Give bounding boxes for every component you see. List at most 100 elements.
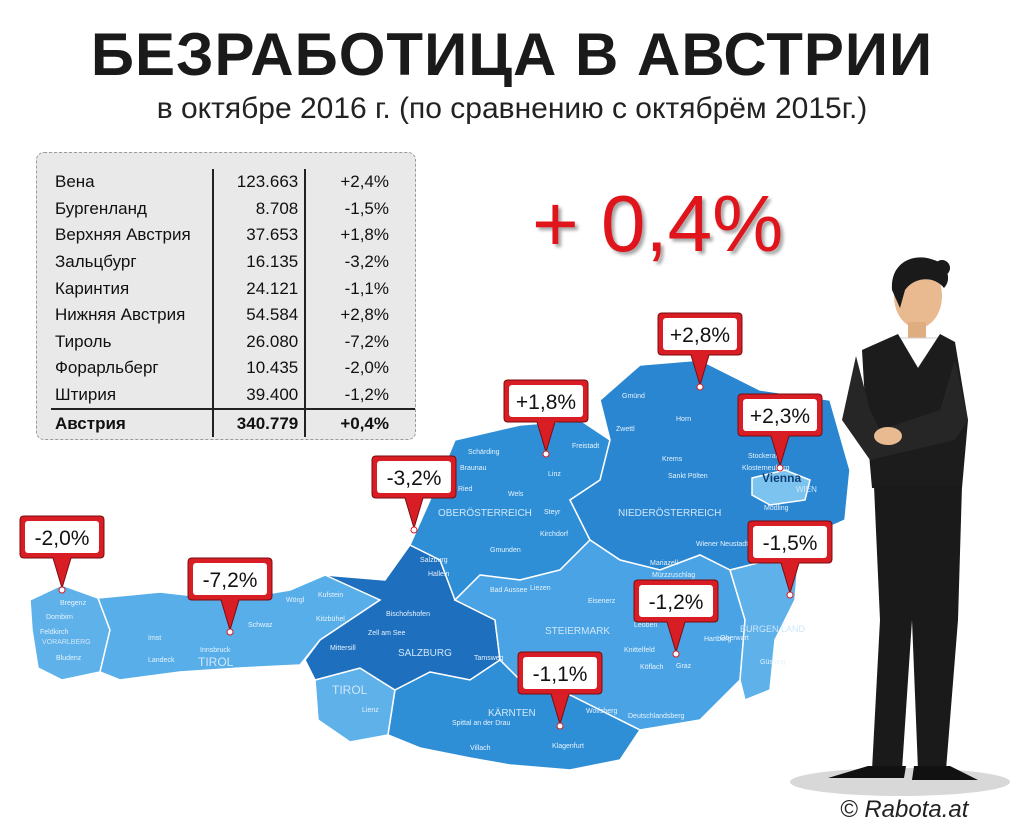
city-label: Spittal an der Drau	[452, 720, 510, 727]
city-label: Schwaz	[248, 622, 273, 629]
city-label: Bludenz	[56, 655, 82, 662]
city-label: Horn	[676, 416, 691, 423]
city-label: Freistadt	[572, 443, 599, 450]
city-label: Sankt Pölten	[668, 473, 708, 480]
figure-trousers	[872, 486, 962, 770]
city-label: Bregenz	[60, 600, 87, 607]
region-change-marker: -3,2%	[371, 455, 457, 534]
region-change-marker: -1,1%	[517, 651, 603, 730]
city-label: Mariazell	[650, 560, 678, 567]
table-cell-region: Нижняя Австрия	[55, 305, 186, 325]
page-subtitle: в октябре 2016 г. (по сравнению с октябр…	[156, 92, 868, 125]
city-label: Villach	[470, 745, 491, 752]
city-label: Deutschlandsberg	[628, 713, 685, 720]
marker-label: -1,1%	[533, 663, 588, 686]
table-cell-value: 39.400	[212, 381, 306, 410]
table-row: Вена 123.663 +2,4%	[51, 169, 415, 196]
table-cell-region: Тироль	[55, 331, 112, 351]
city-label: Steyr	[544, 509, 561, 516]
region-change-marker: +2,3%	[737, 393, 823, 472]
table-cell-value: 8.708	[212, 195, 306, 223]
region-label: BURGEN LAND	[740, 624, 806, 634]
table-cell-change: +2,8%	[304, 301, 415, 329]
city-label: Kitzbühel	[316, 616, 345, 623]
city-label: Mödling	[764, 505, 789, 512]
city-label: Klosterneuburg	[742, 465, 790, 472]
city-label: Salzburg	[420, 557, 448, 564]
region-label: OBERÖSTERREICH	[438, 507, 532, 519]
region-change-marker: -2,0%	[19, 515, 105, 594]
marker-label: -1,5%	[763, 532, 818, 555]
table-cell-value: 54.584	[212, 301, 306, 329]
table-row: Верхняя Австрия 37.653 +1,8%	[51, 222, 415, 249]
city-vienna-label: Vienna	[762, 471, 801, 485]
table-cell-region: Форарльберг	[55, 358, 159, 378]
marker-label: +2,8%	[670, 324, 730, 347]
table-cell-region: Каринтия	[55, 278, 130, 298]
marker-label: -2,0%	[35, 527, 90, 550]
city-label: Kufstein	[318, 592, 343, 599]
region-change-marker: +1,8%	[503, 379, 589, 458]
region-change-marker: -1,5%	[747, 520, 833, 599]
table-cell-value: 10.435	[212, 355, 306, 382]
page-title: БЕЗРАБОТИЦА В АВСТРИИ	[90, 21, 934, 88]
businesswoman-figure	[790, 257, 1010, 796]
marker-label: +1,8%	[516, 391, 576, 414]
city-label: Ried	[458, 486, 473, 493]
city-label: Bad Aussee	[490, 587, 527, 594]
city-label: Mittersill	[330, 645, 356, 652]
city-label: Wörgl	[286, 597, 305, 604]
region-carinthia	[387, 659, 642, 771]
table-cell-change: -1,1%	[304, 275, 415, 302]
city-label: Köflach	[640, 664, 663, 671]
table-cell-region: Вена	[55, 172, 95, 192]
city-label: Graz	[676, 663, 692, 670]
table-row: Зальцбург 16.135 -3,2%	[51, 248, 415, 276]
city-label: Krems	[662, 456, 683, 463]
table-cell-value: 24.121	[212, 275, 306, 302]
city-label: Braunau	[460, 465, 487, 472]
city-label: Zell am See	[368, 630, 405, 637]
region-change-marker: -1,2%	[633, 579, 719, 658]
table-total-region: Австрия	[51, 408, 214, 437]
table-cell-change: -7,2%	[304, 328, 415, 356]
city-label: Innsbruck	[200, 647, 231, 654]
table-row: Штирия 39.400 -1,2%	[51, 381, 415, 410]
table-cell-value: 123.663	[212, 169, 306, 196]
table-row: Каринтия 24.121 -1,1%	[51, 275, 415, 302]
table-cell-change: +1,8%	[304, 222, 415, 249]
city-label: Gmünd	[622, 393, 645, 400]
table-total-change: +0,4%	[304, 408, 415, 437]
region-label: NIEDERÖSTERREICH	[618, 507, 721, 519]
region-label: STEIERMARK	[545, 626, 610, 637]
map-regions	[29, 359, 851, 771]
city-label: Hartberg	[704, 636, 731, 643]
unemployment-table: Вена 123.663 +2,4% Бургенланд 8.708 -1,5% Верх…	[51, 169, 415, 437]
city-label: Landeck	[148, 657, 175, 664]
table-row: Форарльберг 10.435 -2,0%	[51, 355, 415, 382]
table-cell-region: Зальцбург	[55, 252, 137, 272]
city-label: Mürzzuschlag	[652, 572, 695, 579]
marker-label: -1,2%	[649, 591, 704, 614]
marker-label: +2,3%	[750, 405, 810, 428]
region-change-marker: -7,2%	[187, 557, 273, 636]
table-total-value: 340.779	[212, 408, 306, 437]
city-label: Dornbirn	[46, 614, 73, 621]
city-label: Bischofshofen	[386, 611, 430, 618]
headline-change: + 0,4%	[532, 179, 784, 268]
figure-hair	[891, 257, 949, 308]
city-label: Lienz	[362, 707, 379, 714]
region-label: TIROL	[332, 683, 368, 697]
table-total-row: Австрия 340.779 +0,4%	[51, 408, 415, 437]
table-cell-change: -1,5%	[304, 195, 415, 223]
region-change-marker: +2,8%	[657, 312, 743, 391]
city-label: Güssing	[760, 659, 786, 666]
table-cell-value: 16.135	[212, 248, 306, 276]
city-label: Schärding	[468, 449, 500, 456]
region-label: VORARLBERG	[42, 639, 91, 646]
table-cell-value: 26.080	[212, 328, 306, 356]
city-label: Linz	[548, 471, 561, 478]
region-label: WIEN	[796, 485, 817, 494]
city-label: Wels	[508, 491, 524, 498]
